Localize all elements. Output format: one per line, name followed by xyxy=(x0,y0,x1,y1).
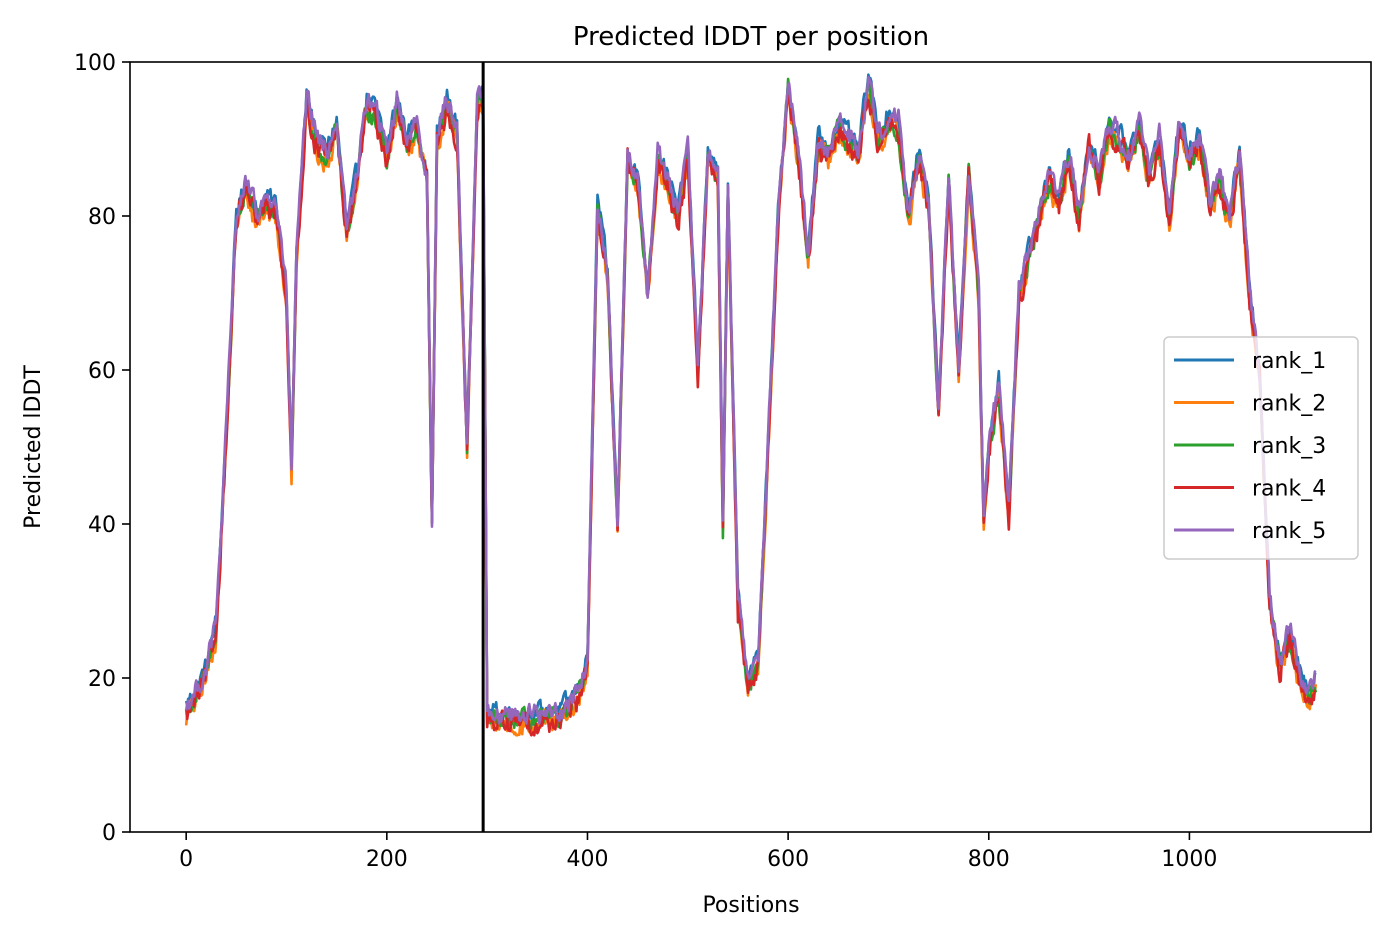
x-tick-label: 400 xyxy=(566,847,608,872)
series-group xyxy=(184,73,1318,737)
x-axis-label: Positions xyxy=(702,893,799,918)
plot-frame xyxy=(129,61,1372,833)
x-axis-ticks: 0 200 400 600 800 1000 xyxy=(179,832,1217,872)
series-line-rank-5 xyxy=(184,76,1317,725)
legend: rank_1 rank_2 rank_3 rank_4 rank_5 xyxy=(1163,336,1359,560)
series-line-rank-4 xyxy=(184,94,1317,737)
y-tick-label: 80 xyxy=(88,205,116,230)
x-tick-label: 600 xyxy=(767,847,809,872)
legend-label-rank-1: rank_1 xyxy=(1252,349,1326,374)
x-tick-label: 800 xyxy=(968,847,1010,872)
legend-label-rank-5: rank_5 xyxy=(1252,519,1326,544)
y-tick-label: 40 xyxy=(88,513,116,538)
y-tick-label: 60 xyxy=(88,359,116,384)
y-tick-label: 100 xyxy=(74,51,116,76)
y-axis-label: Predicted lDDT xyxy=(21,365,46,529)
x-tick-label: 1000 xyxy=(1161,847,1217,872)
legend-label-rank-3: rank_3 xyxy=(1252,434,1326,459)
chart-title: Predicted lDDT per position xyxy=(573,22,929,52)
y-tick-label: 0 xyxy=(102,821,116,846)
y-tick-label: 20 xyxy=(88,667,116,692)
x-tick-label: 200 xyxy=(366,847,408,872)
legend-box xyxy=(1163,336,1359,560)
x-tick-label: 0 xyxy=(179,847,193,872)
legend-label-rank-4: rank_4 xyxy=(1252,477,1326,502)
legend-label-rank-2: rank_2 xyxy=(1252,392,1326,417)
y-axis-ticks: 0 20 40 60 80 100 xyxy=(74,51,130,846)
